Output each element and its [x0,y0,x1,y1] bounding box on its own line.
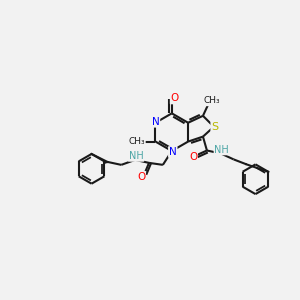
Text: S: S [211,122,218,132]
Text: NH: NH [129,151,143,161]
Text: CH₃: CH₃ [128,137,145,146]
Text: N: N [152,117,159,127]
Text: NH: NH [214,145,229,154]
Text: O: O [137,172,145,182]
Text: O: O [171,94,179,103]
Text: CH₃: CH₃ [204,97,220,106]
Text: O: O [189,152,197,162]
Text: N: N [169,147,177,157]
